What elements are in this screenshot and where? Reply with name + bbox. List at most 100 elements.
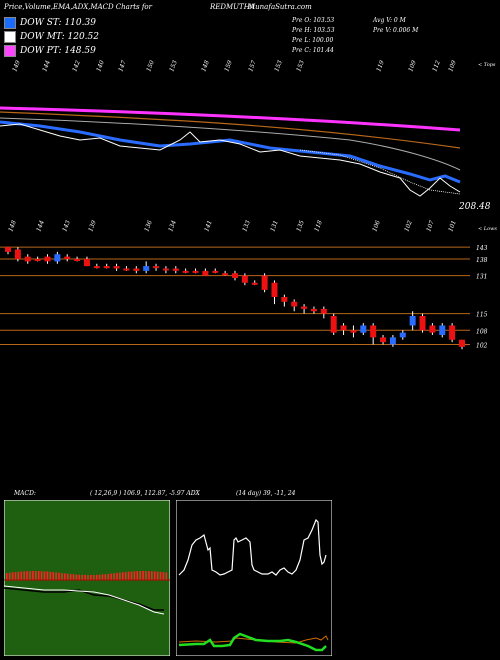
candle-body [340, 325, 347, 331]
ema-blue [0, 120, 461, 184]
macd-bar [130, 571, 133, 580]
macd-bar [75, 574, 78, 580]
macd-histogram [6, 571, 168, 580]
top-tick-label: 149 [11, 59, 22, 72]
macd-bar [107, 573, 110, 580]
candle-body [103, 266, 110, 269]
candle-body [34, 259, 41, 261]
macd-bar [29, 571, 31, 580]
price-level-label: 102 [476, 343, 488, 350]
legend-dow-st: DOW ST: 110.39 [4, 16, 96, 30]
top-tick-label: 112 [431, 59, 442, 72]
macd-bar [32, 571, 34, 580]
adx-di-plus [178, 518, 327, 576]
macd-bar [52, 572, 54, 580]
candle-body [360, 325, 367, 333]
legend-swatch-mt [4, 31, 16, 43]
candle-body [370, 325, 377, 338]
macd-bar [78, 574, 81, 580]
bottom-tick-label: 143 [61, 219, 72, 232]
macd-bar [66, 573, 69, 580]
macd-bar [43, 571, 46, 580]
legend-dow-pt: DOW PT: 148.59 [4, 44, 96, 58]
top-tick-label: 140 [95, 59, 106, 72]
candle-body [399, 332, 406, 338]
macd-bar [122, 572, 124, 580]
candle-body [24, 256, 31, 262]
top-tick-label: 109 [447, 59, 458, 72]
macd-bar [61, 573, 63, 580]
candle-body [409, 316, 416, 326]
macd-bar [133, 571, 136, 580]
legend-dow-mt: DOW MT: 120.52 [4, 30, 99, 44]
macd-bar [153, 571, 156, 580]
macd-bar [20, 571, 23, 580]
top-tick-label: 109 [407, 59, 418, 72]
candle-body [449, 325, 456, 340]
candle-body [419, 316, 426, 331]
candle-body [123, 268, 130, 271]
macd-bar [69, 574, 72, 580]
macd-bar [72, 574, 75, 580]
macd-bar [64, 573, 66, 580]
candle-body [14, 249, 21, 259]
candle-body [172, 268, 179, 271]
macd-bar [93, 574, 95, 580]
macd-label: MACD: [14, 490, 36, 497]
price-close-line [0, 123, 461, 197]
bottom-tick-label: 136 [143, 219, 154, 232]
stat-pre-low: Pre L: 100.00 [292, 37, 334, 44]
stat-pre-volume: Pre V: 0.006 M [373, 27, 419, 34]
top-tick-label: 147 [117, 59, 128, 72]
candle-body [380, 337, 387, 343]
macd-bar [81, 574, 83, 580]
top-tick-label: 153 [273, 59, 284, 72]
macd-bar [148, 571, 150, 580]
candle-body [222, 273, 229, 276]
chart-title: Price,Volume,EMA,ADX,MACD Charts for [4, 3, 152, 11]
candle-body [439, 325, 446, 335]
stat-avg-volume: Avg V: 0 M [373, 17, 406, 24]
macd-bar [6, 573, 8, 580]
top-tick-label: 153 [168, 59, 179, 72]
top-tick-label: 153 [295, 59, 306, 72]
top-tick-label: 159 [223, 59, 234, 72]
candle-body [389, 337, 396, 345]
bottom-tick-label: 144 [35, 219, 46, 232]
ema-orange [0, 111, 461, 149]
ema-lines [0, 106, 461, 197]
macd-bar [49, 571, 52, 580]
price-level-label: 138 [476, 257, 488, 264]
macd-values: ( 12,26,9 ) 106.9, 112.87, -5.97 ADX [90, 490, 200, 497]
ema-dotted [299, 149, 461, 195]
candle-body [251, 282, 258, 285]
legend-label-st: DOW ST: 110.39 [20, 18, 96, 28]
candle-body [291, 301, 298, 307]
candle-body [310, 308, 317, 312]
bottom-tick-label: 118 [313, 219, 324, 232]
candle-body [330, 316, 337, 333]
macd-bar [162, 572, 165, 580]
adx-line [178, 632, 327, 652]
candle-body [44, 256, 51, 262]
macd-bar [116, 572, 118, 580]
candle-body [261, 275, 268, 290]
price-level-label: 108 [476, 328, 488, 335]
ema-gray [0, 117, 461, 171]
macd-bar [23, 571, 25, 580]
macd-bar [165, 572, 168, 580]
candle-body [54, 254, 61, 262]
adx-values: (14 day) 39, -11, 24 [236, 490, 296, 497]
candle-body [320, 308, 327, 314]
tops-label: < Tops [478, 62, 496, 68]
legend-swatch-pt [4, 45, 16, 57]
candle-body [5, 247, 11, 252]
top-ticks: 149 144 142 140 147 150 153 148 159 157 153 153 119 1… [11, 59, 458, 72]
candle-body [281, 297, 288, 302]
candle-body [459, 339, 465, 347]
candle-body [153, 266, 160, 269]
legend-label-mt: DOW MT: 120.52 [20, 32, 99, 42]
macd-bar [145, 571, 147, 580]
macd-signal [4, 585, 165, 615]
bottom-tick-label: 133 [241, 219, 252, 232]
